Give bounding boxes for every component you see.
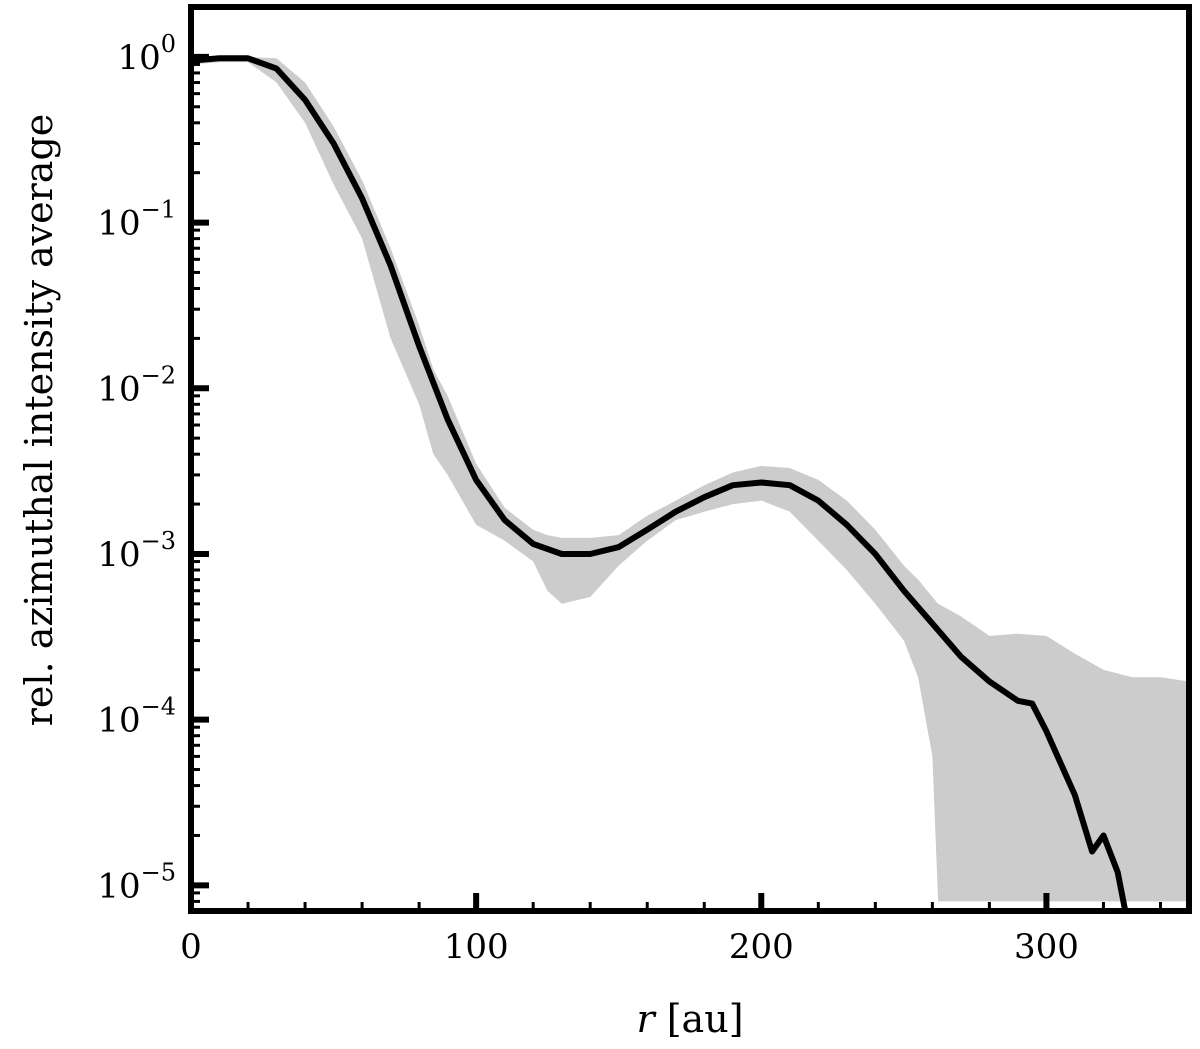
y-axis-label: rel. azimuthal intensity average — [17, 114, 61, 727]
x-tick-label: 0 — [180, 927, 202, 967]
y-tick-label: 100 — [117, 30, 176, 78]
y-tick-label: 10−1 — [97, 196, 176, 244]
y-tick-exponent: 0 — [161, 30, 176, 58]
y-tick-base: 10 — [97, 535, 140, 575]
x-tick-label: 100 — [444, 927, 509, 967]
x-axis-label-unit: [au] — [655, 997, 744, 1041]
intensity-profile-line — [191, 55, 1129, 911]
y-tick-base: 10 — [97, 204, 140, 244]
x-axis-label: r [au] — [636, 997, 743, 1041]
y-tick-base: 10 — [97, 701, 140, 741]
y-tick-label: 10−4 — [97, 693, 176, 741]
uncertainty-band — [191, 56, 1189, 902]
x-axis-label-var: r — [636, 997, 657, 1041]
y-tick-base: 10 — [117, 38, 160, 78]
x-tick-label: 200 — [729, 927, 794, 967]
y-tick-exponent: −1 — [141, 196, 176, 224]
y-tick-label: 10−5 — [97, 858, 176, 906]
y-tick-exponent: −2 — [141, 361, 176, 389]
plot-area — [191, 55, 1189, 911]
y-tick-base: 10 — [97, 369, 140, 409]
y-tick-exponent: −3 — [141, 527, 176, 555]
y-tick-base: 10 — [97, 866, 140, 906]
plot-frame — [188, 4, 1192, 914]
y-tick-label: 10−2 — [97, 361, 176, 409]
x-tick-label: 300 — [1014, 927, 1079, 967]
y-tick-exponent: −4 — [141, 693, 176, 721]
y-tick-exponent: −5 — [141, 858, 176, 886]
y-tick-label: 10−3 — [97, 527, 176, 575]
